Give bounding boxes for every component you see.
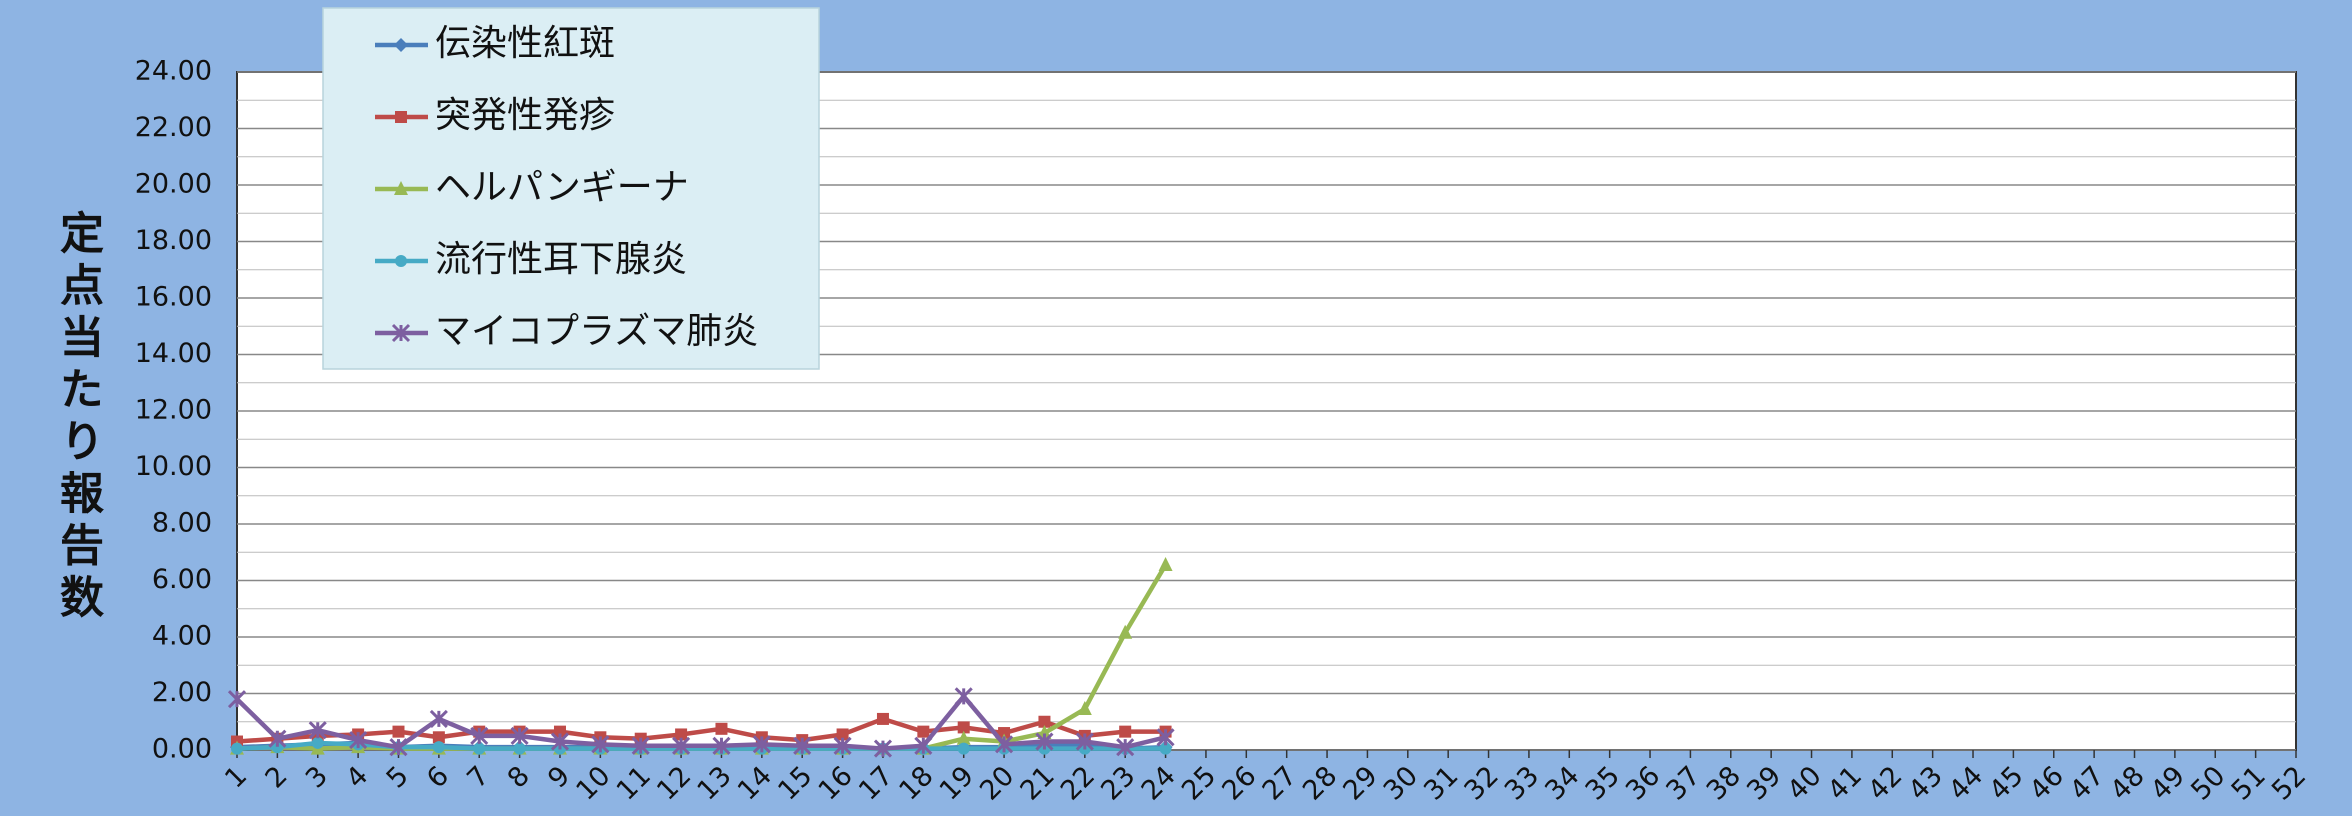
marker xyxy=(308,721,327,740)
marker xyxy=(836,728,849,741)
marker xyxy=(394,181,408,195)
marker xyxy=(1119,725,1132,738)
marker xyxy=(631,736,650,755)
marker xyxy=(429,709,448,728)
marker xyxy=(1158,556,1173,571)
marker xyxy=(392,725,405,738)
marker xyxy=(550,732,570,751)
marker xyxy=(510,726,529,745)
legend-label: 流行性耳下腺炎 xyxy=(435,239,687,280)
marker xyxy=(389,738,408,757)
marker xyxy=(227,690,247,709)
marker xyxy=(394,38,408,52)
marker xyxy=(998,727,1011,740)
marker xyxy=(956,730,971,745)
marker xyxy=(957,721,970,734)
y-tick-label: 10.00 xyxy=(135,451,212,482)
marker xyxy=(1077,701,1092,716)
marker xyxy=(793,736,812,755)
marker xyxy=(1037,725,1052,740)
marker xyxy=(473,742,486,755)
marker xyxy=(271,741,284,754)
marker xyxy=(1118,624,1133,639)
y-tick-label: 24.00 xyxy=(135,56,212,87)
marker xyxy=(432,731,445,744)
marker xyxy=(954,687,973,706)
marker xyxy=(395,255,407,267)
marker xyxy=(675,728,688,741)
marker xyxy=(917,725,930,738)
marker xyxy=(311,736,324,749)
y-tick-label: 12.00 xyxy=(135,395,212,426)
marker xyxy=(914,736,933,755)
y-tick-label: 2.00 xyxy=(152,677,212,708)
marker xyxy=(672,736,691,755)
marker xyxy=(391,323,411,343)
y-axis-label: 定点当たり報告数 xyxy=(52,210,104,626)
marker xyxy=(752,735,771,754)
marker xyxy=(513,742,526,755)
marker xyxy=(1035,732,1054,751)
y-tick-label: 20.00 xyxy=(135,169,212,200)
series-line xyxy=(235,694,1167,751)
y-tick-label: 18.00 xyxy=(135,225,212,256)
marker xyxy=(957,742,970,755)
marker xyxy=(268,729,287,748)
marker xyxy=(1156,728,1175,747)
marker xyxy=(876,712,889,725)
legend-label: 突発性発疹 xyxy=(435,95,615,136)
marker xyxy=(349,731,368,750)
marker xyxy=(1075,732,1094,751)
y-tick-label: 8.00 xyxy=(152,508,212,539)
marker xyxy=(715,722,728,735)
marker xyxy=(995,735,1014,754)
marker xyxy=(432,741,445,754)
marker xyxy=(395,111,407,123)
marker xyxy=(231,742,243,755)
y-tick-label: 6.00 xyxy=(152,564,212,595)
series-line xyxy=(236,716,1166,744)
y-tick-label: 14.00 xyxy=(135,338,212,369)
marker xyxy=(470,726,489,745)
marker xyxy=(591,735,610,754)
marker xyxy=(873,739,893,758)
y-tick-label: 22.00 xyxy=(135,112,212,143)
marker xyxy=(1038,715,1051,728)
y-tick-label: 0.00 xyxy=(152,734,212,765)
marker xyxy=(712,736,731,755)
legend-label: マイコプラズマ肺炎 xyxy=(435,311,758,352)
legend-label: 伝染性紅斑 xyxy=(435,23,615,64)
legend-label: ヘルパンギーナ xyxy=(435,167,689,208)
marker xyxy=(1116,738,1135,757)
y-tick-label: 16.00 xyxy=(135,282,212,313)
marker xyxy=(553,725,566,738)
y-tick-label: 4.00 xyxy=(152,621,212,652)
marker xyxy=(1159,742,1172,755)
marker xyxy=(833,736,852,755)
